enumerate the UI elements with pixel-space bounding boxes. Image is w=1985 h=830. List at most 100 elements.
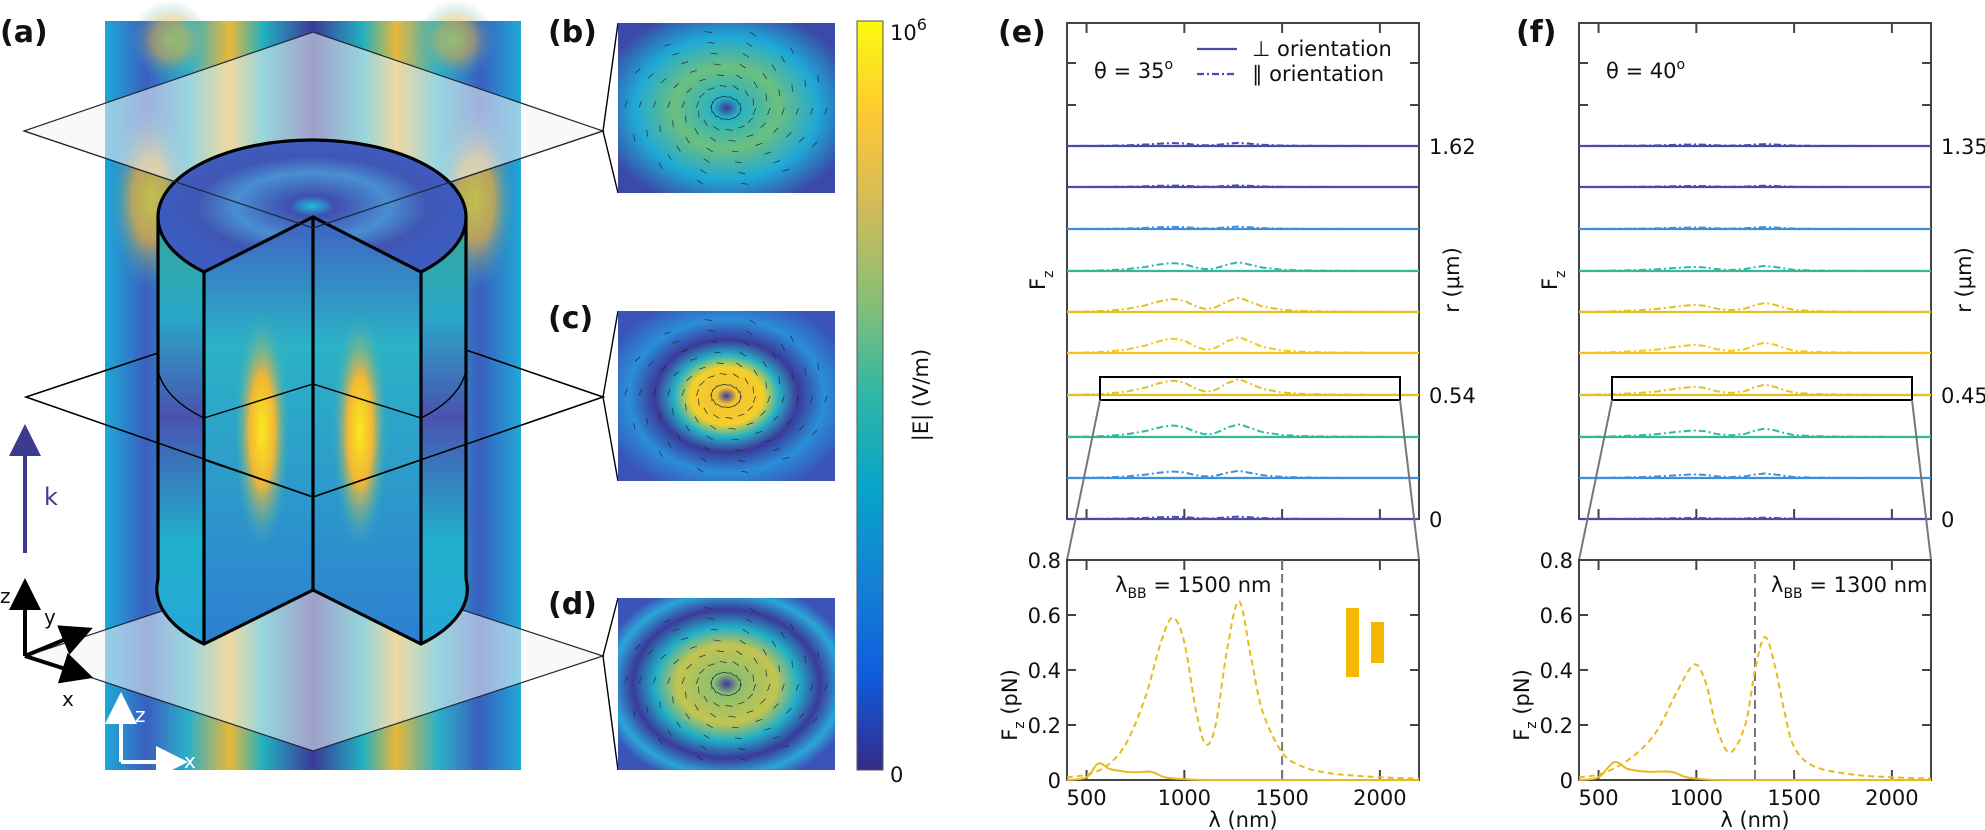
field-arrow [698,78,706,82]
field-arrow [742,341,750,346]
field-arrow [663,43,671,47]
field-arrow [789,623,795,630]
field-arrow [725,705,733,707]
field-arrow [795,107,799,115]
field-arrow [716,672,724,675]
field-arrow [722,672,730,674]
lambda-bb-annotation: λBB = 1500 nm [1115,573,1272,602]
field-arrow [667,730,672,737]
field-arrow [711,673,718,679]
legend-entry: ⊥ orientation [1252,37,1392,61]
fz-axis-label: Fz [1026,271,1057,290]
field-arrow [728,715,736,718]
field-arrow [824,683,828,691]
field-arrow [711,682,713,690]
theta-annotation: θ = 35o [1094,57,1173,83]
annotation-sub: BB [1783,586,1802,602]
field-arrow [729,672,736,677]
field-arrow [811,717,818,724]
field-arrow [695,677,700,684]
field-arrow [771,640,776,647]
connector-b [602,22,619,194]
stack-curve-parallel [1578,226,1932,230]
zoom-highlight-box [1099,376,1401,401]
field-arrow [719,373,727,375]
field-arrow [698,366,706,370]
stack-curve-parallel [1578,383,1932,396]
field-arrow [690,645,697,649]
field-arrow [780,55,786,63]
field-arrow [732,373,740,378]
field-arrow [746,330,753,335]
field-arrow [760,122,766,128]
field-arrow [734,400,741,407]
field-slice-d [618,598,835,770]
stacked-plot: 1.62 0.54 0 r (μm) Fz θ = 35o ⊥ orientation∥ o… [1026,22,1476,532]
triad-x-label: x [62,687,74,711]
field-arrow [672,696,674,704]
field-arrow [734,737,742,740]
field-arrow [824,395,828,403]
field-arrow [710,340,718,343]
field-arrow [764,727,772,731]
force-spectrum-plot: 500 1000 1500 2000 0 0.2 0.4 0.6 0.8 λ (nm) Fz (pN… [1510,549,1932,830]
field-arrow [658,450,663,458]
x-tick-label: 2000 [1865,786,1918,810]
field-arrow [663,331,671,335]
x-tick-label: 500 [1067,786,1107,810]
field-arrow [706,723,713,729]
field-arrow [752,395,757,403]
field-arrow [624,100,628,108]
field-arrow [735,674,740,682]
field-arrow [716,691,723,696]
field-arrow [633,134,635,142]
zoom-connector [1911,399,1932,561]
y-tick-label: 0.4 [1028,659,1061,683]
field-arrow [711,394,713,402]
field-arrow [709,712,717,718]
fz-main: F [1538,278,1562,290]
field-arrow [694,416,699,423]
field-arrow [706,435,713,441]
field-arrow [709,136,717,142]
field-arrow [752,98,754,106]
field-arrow [795,683,799,691]
r-tick-label: 0.45 [1941,384,1985,408]
field-arrow [685,691,687,699]
field-arrow [676,721,681,728]
panel-label-c: (c) [548,301,593,336]
field-arrow [762,361,767,368]
field-arrow [703,734,710,739]
field-arrow [681,677,685,684]
field-arrow [681,101,685,108]
y-tick-label: 0.6 [1028,604,1061,628]
field-arrow [786,708,792,714]
field-arrow [716,362,724,365]
field-arrow [752,674,754,682]
field-arrow [703,119,708,127]
nanorod-marker-short [1371,622,1384,663]
field-arrow [700,745,707,750]
field-arrow [716,384,724,387]
field-arrow [647,649,654,655]
field-arrow [660,366,667,372]
fz-main: F [1026,278,1050,290]
y-label-main: F [998,729,1022,741]
panel-label-f: (f) [1516,15,1556,50]
legend-entry: ∥ orientation [1252,62,1384,86]
field-arrow [741,759,749,761]
x-tick-label: 1000 [1670,786,1723,810]
field-arrow [747,693,753,700]
field-arrow [659,412,661,421]
triad-y-label: y [44,605,56,629]
field-arrow [765,381,767,389]
field-arrow [778,89,780,97]
field-arrow [744,90,749,97]
field-arrow [778,665,780,673]
field-arrow [746,618,753,623]
field-arrow [789,335,795,342]
field-arrow [729,96,736,101]
field-arrow [782,744,790,748]
field-arrow [798,712,805,719]
